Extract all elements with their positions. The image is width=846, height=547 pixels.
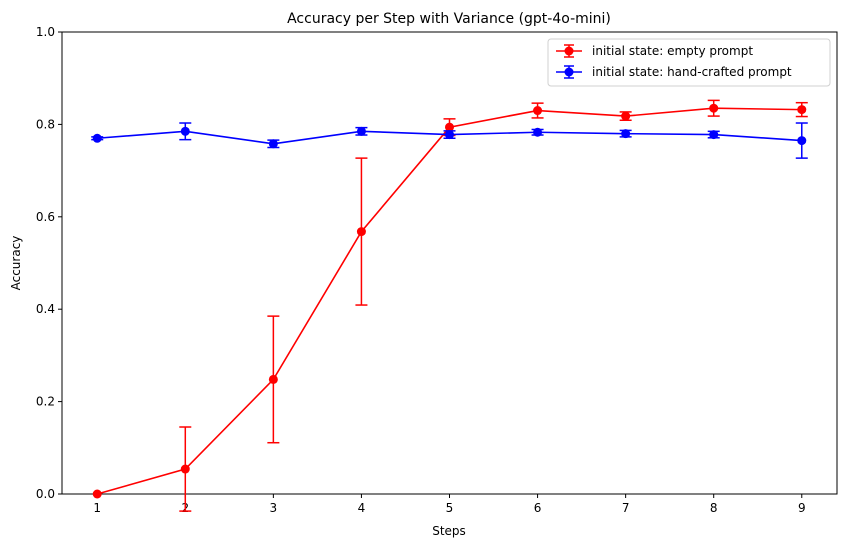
y-tick-label: 0.4 [36,302,55,316]
x-tick-label: 7 [622,501,630,515]
data-point [92,489,102,499]
data-point [797,136,807,146]
y-tick-label: 0.0 [36,487,55,501]
x-tick-label: 8 [710,501,718,515]
data-point [709,103,719,113]
x-tick-label: 1 [93,501,101,515]
series-layer [91,99,808,512]
series-1 [92,99,808,512]
data-point [180,464,190,474]
y-tick-label: 0.6 [36,210,55,224]
x-tick-label: 5 [446,501,454,515]
legend-box [547,38,831,87]
x-tick-label: 9 [798,501,806,515]
x-axis-ticks: 123456789 [93,494,806,515]
y-tick-label: 0.2 [36,395,55,409]
data-point [445,130,454,140]
legend-label: initial state: hand-crafted prompt [592,65,792,79]
series-line [97,107,802,495]
y-tick-label: 0.8 [36,117,55,131]
x-tick-label: 6 [534,501,542,515]
x-axis-label: Steps [432,524,466,538]
data-point [356,227,366,237]
y-axis-label: Accuracy [9,236,23,291]
plot-frame [61,31,838,495]
legend-marker [564,67,574,77]
legend: initial state: empty prompt initial state… [547,38,831,87]
data-point [709,130,719,140]
data-point [268,139,278,149]
data-point [180,126,190,136]
data-point [445,122,454,132]
data-point [533,106,543,116]
data-point [268,374,278,384]
data-point [92,133,102,143]
data-point [621,129,631,139]
legend-marker [564,46,574,56]
plot-area [61,31,838,495]
legend-label: initial state: empty prompt [592,44,753,58]
data-point [356,126,366,136]
y-tick-label: 1.0 [36,25,55,39]
data-point [797,105,807,115]
x-tick-label: 4 [358,501,366,515]
x-tick-label: 3 [270,501,278,515]
series-2 [91,122,808,159]
data-point [533,127,543,137]
data-point [621,111,631,121]
chart-title: Accuracy per Step with Variance (gpt-4o-… [287,11,611,27]
y-axis-ticks: 0.0 0.2 0.4 0.6 0.8 1.0 [36,25,62,501]
